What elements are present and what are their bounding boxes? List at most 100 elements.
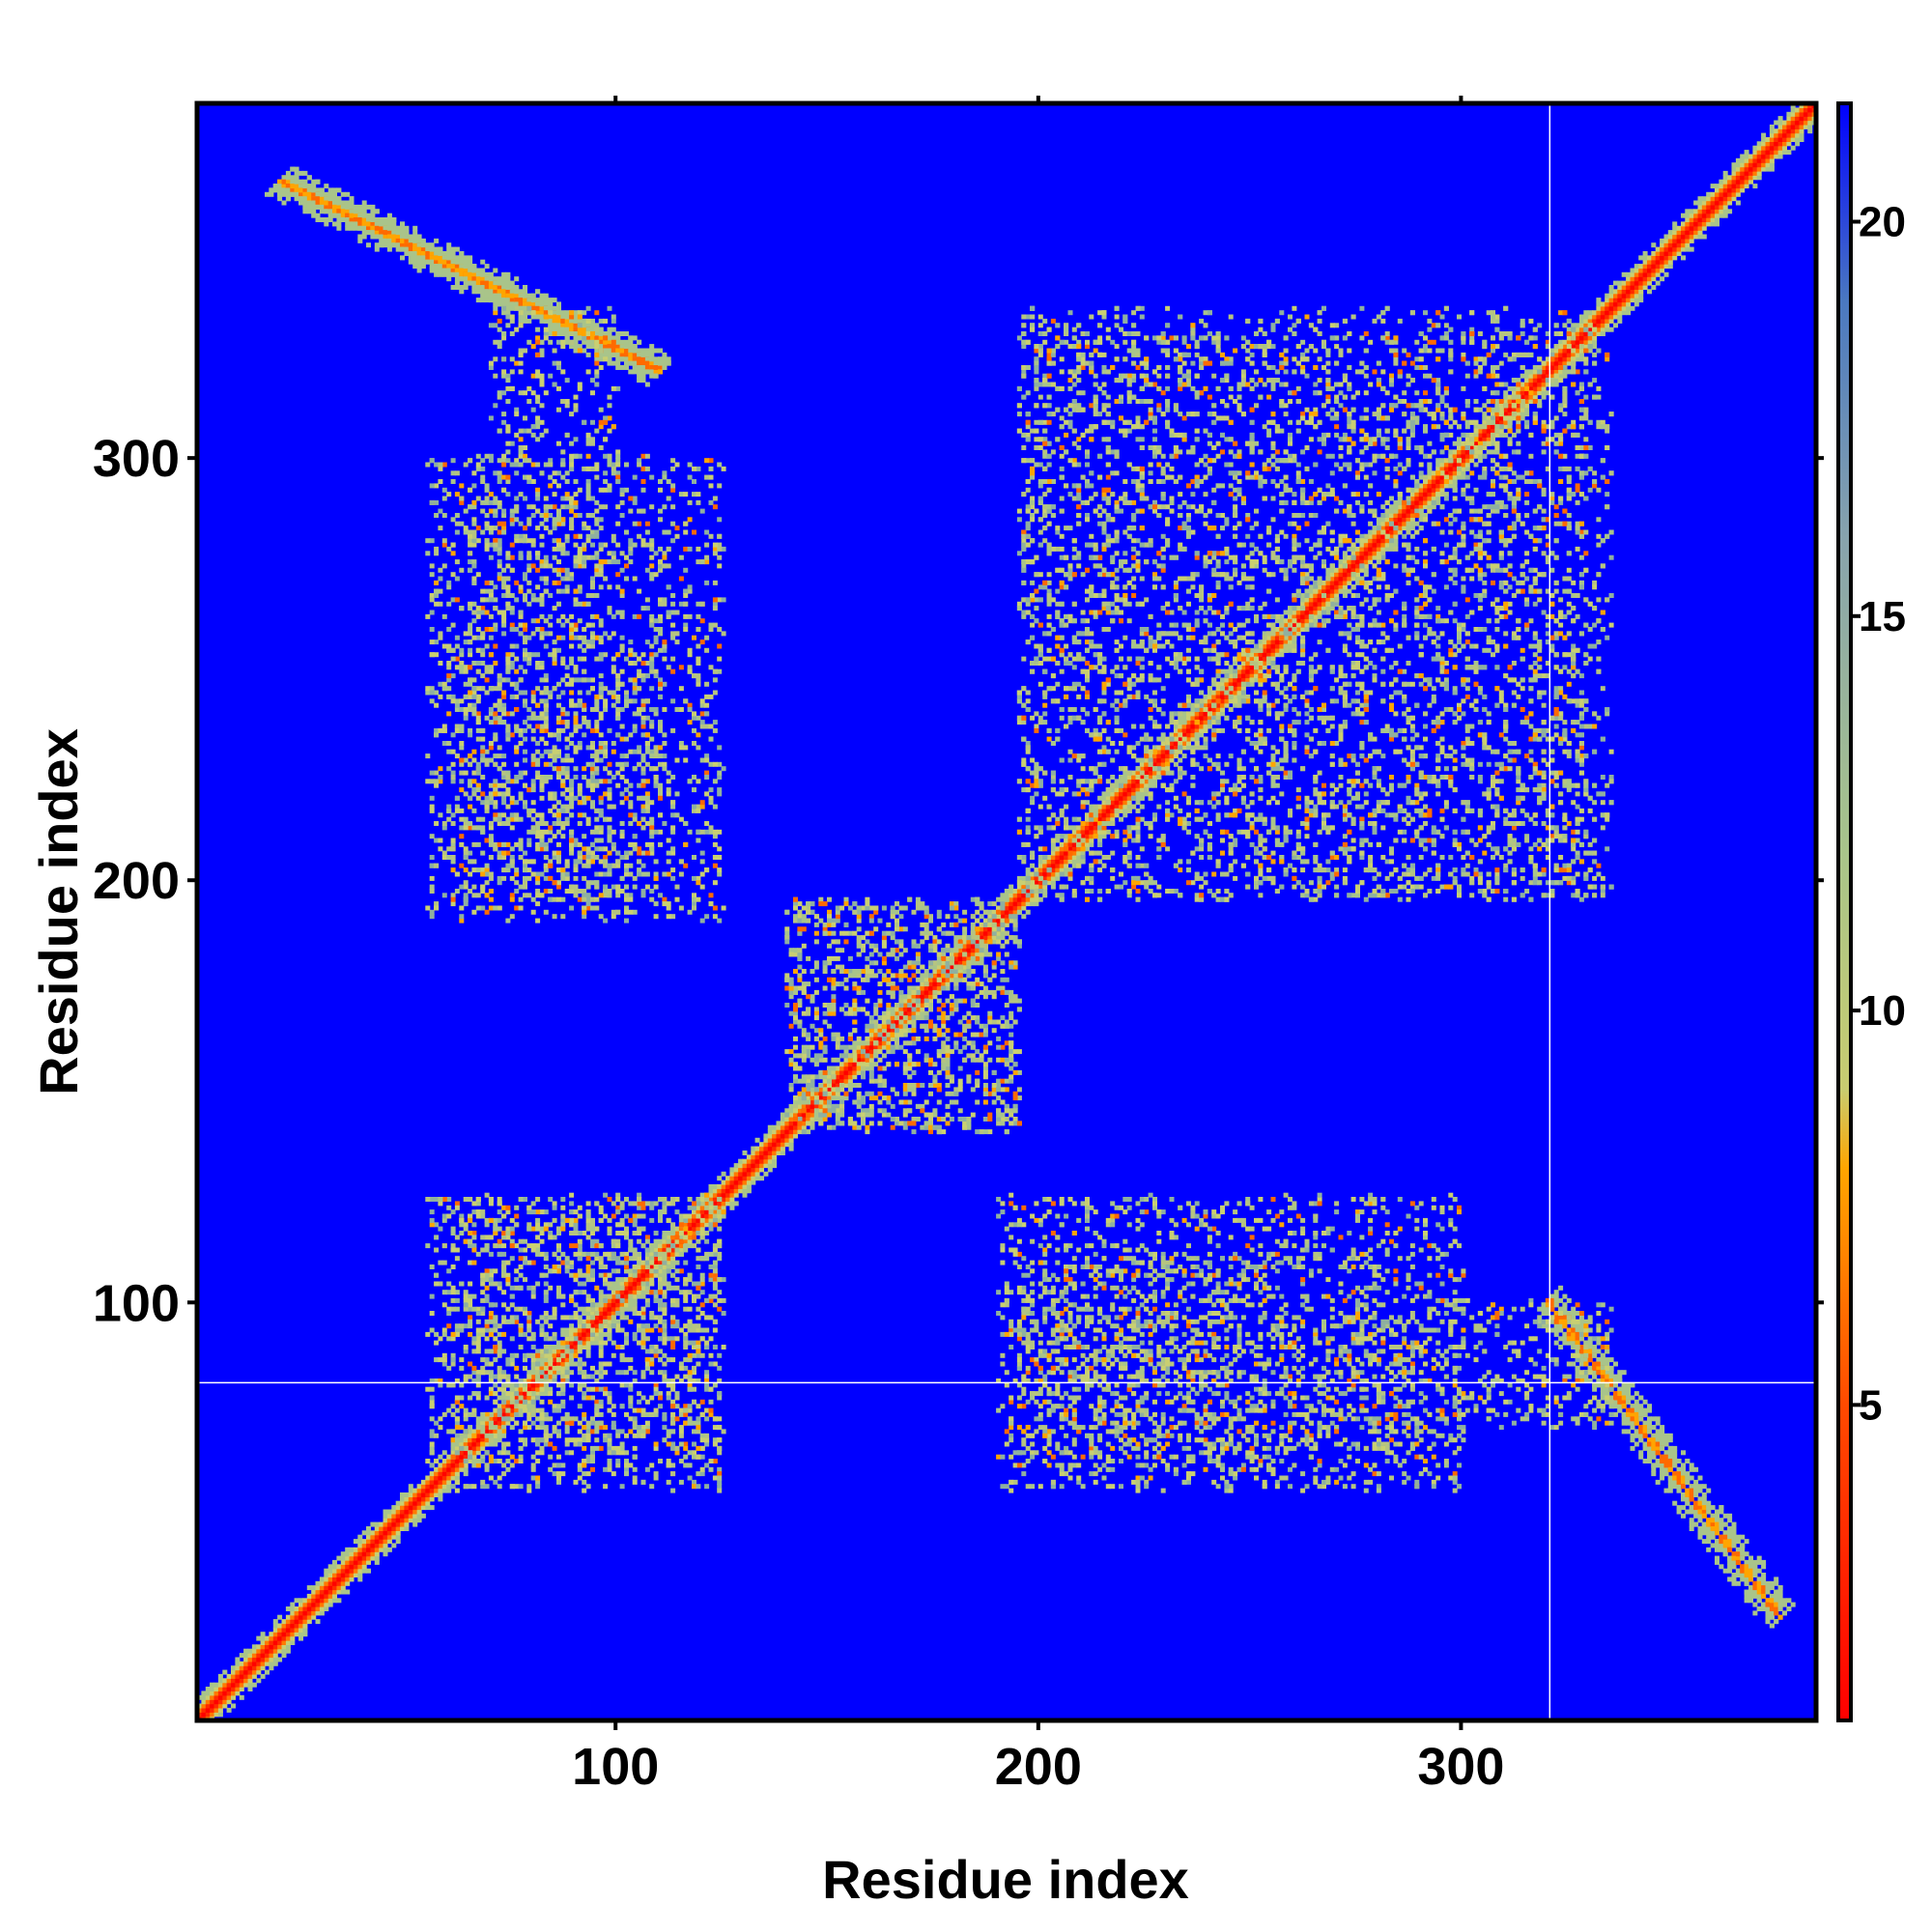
diagonal-cell bbox=[712, 1201, 718, 1207]
diagonal-cell bbox=[285, 1619, 291, 1625]
diagonal-cell bbox=[619, 1290, 625, 1295]
contact-cell bbox=[1558, 1327, 1564, 1333]
diagonal-cell bbox=[1156, 753, 1162, 759]
diagonal-cell bbox=[560, 1331, 566, 1337]
contact-cell bbox=[1681, 1484, 1686, 1490]
diagonal-cell bbox=[941, 977, 947, 982]
contact-cell bbox=[1715, 1547, 1719, 1552]
diagonal-cell bbox=[907, 1007, 913, 1012]
diagonal-cell bbox=[1642, 264, 1648, 270]
diagonal-cell bbox=[1566, 360, 1572, 366]
diagonal-cell bbox=[1756, 145, 1762, 151]
diagonal-cell bbox=[1667, 246, 1673, 252]
diagonal-cell bbox=[953, 943, 959, 949]
contact-cell bbox=[1715, 1559, 1719, 1565]
diagonal-cell bbox=[1258, 665, 1264, 670]
diagonal-cell bbox=[1431, 479, 1436, 484]
contact-cell bbox=[649, 356, 655, 362]
diagonal-cell bbox=[1516, 390, 1521, 396]
diagonal-cell bbox=[324, 1593, 329, 1599]
diagonal-cell bbox=[235, 1690, 241, 1696]
diagonal-cell bbox=[696, 1197, 701, 1202]
diagonal-cell bbox=[1050, 855, 1056, 860]
diagonal-cell bbox=[1119, 808, 1123, 813]
contact-cell bbox=[518, 289, 524, 295]
diagonal-cell bbox=[1439, 487, 1445, 493]
diagonal-cell bbox=[1786, 137, 1792, 142]
contact-cell bbox=[1626, 1399, 1632, 1405]
diagonal-cell bbox=[810, 1108, 815, 1114]
diagonal-cell bbox=[784, 1137, 790, 1143]
diagonal-cell bbox=[696, 1238, 701, 1244]
contact-cell bbox=[552, 314, 557, 320]
diagonal-cell bbox=[1498, 432, 1504, 438]
diagonal-cell bbox=[1067, 859, 1073, 865]
diagonal-cell bbox=[535, 1386, 541, 1392]
diagonal-cell bbox=[1173, 727, 1179, 733]
diagonal-cell bbox=[1308, 588, 1314, 594]
diagonal-cell bbox=[936, 989, 942, 995]
diagonal-cell bbox=[1059, 841, 1065, 847]
contact-cell bbox=[459, 268, 465, 273]
diagonal-cell bbox=[590, 1340, 595, 1346]
diagonal-cell bbox=[619, 1302, 625, 1308]
contact-cell bbox=[1727, 1518, 1733, 1523]
diagonal-cell bbox=[1727, 196, 1733, 202]
diagonal-cell bbox=[1740, 154, 1746, 159]
diagonal-cell bbox=[1389, 542, 1394, 548]
contact-cell bbox=[585, 352, 591, 357]
diagonal-cell bbox=[1064, 863, 1069, 868]
diagonal-cell bbox=[1681, 213, 1686, 218]
diagonal-cell bbox=[637, 1260, 642, 1265]
diagonal-cell bbox=[1613, 323, 1618, 328]
contact-cell bbox=[446, 259, 452, 265]
diagonal-cell bbox=[962, 948, 968, 953]
contact-cell bbox=[412, 234, 418, 240]
diagonal-cell bbox=[793, 1099, 798, 1105]
diagonal-cell bbox=[353, 1568, 358, 1574]
diagonal-cell bbox=[1777, 132, 1783, 138]
diagonal-cell bbox=[1549, 365, 1555, 370]
diagonal-cell bbox=[1317, 576, 1322, 582]
diagonal-cell bbox=[484, 1425, 490, 1431]
contact-cell bbox=[383, 242, 388, 248]
diagonal-cell bbox=[1325, 588, 1331, 594]
diagonal-cell bbox=[1300, 601, 1306, 607]
diagonal-cell bbox=[847, 1069, 853, 1075]
contact-cell bbox=[1541, 1323, 1547, 1329]
diagonal-cell bbox=[1359, 567, 1365, 573]
contact-cell bbox=[1630, 1437, 1635, 1443]
diagonal-cell bbox=[873, 1044, 879, 1050]
diagonal-cell bbox=[336, 1568, 342, 1574]
diagonal-cell bbox=[319, 1580, 325, 1586]
contact-cell bbox=[383, 225, 388, 231]
diagonal-cell bbox=[265, 1648, 270, 1654]
diagonal-cell bbox=[298, 1632, 303, 1637]
diagonal-cell bbox=[1549, 348, 1555, 354]
diagonal-cell bbox=[1697, 225, 1703, 231]
contact-cell bbox=[535, 327, 541, 332]
diagonal-cell bbox=[213, 1699, 219, 1705]
diagonal-cell bbox=[281, 1653, 287, 1659]
contact-cell bbox=[548, 318, 554, 324]
contact-cell bbox=[345, 209, 351, 214]
contact-cell bbox=[493, 298, 498, 303]
diagonal-cell bbox=[966, 955, 972, 961]
diagonal-cell bbox=[1233, 690, 1238, 696]
diagonal-cell bbox=[945, 977, 951, 982]
contact-cell bbox=[1634, 1420, 1639, 1426]
diagonal-cell bbox=[1541, 382, 1547, 387]
contact-cell bbox=[1685, 1509, 1690, 1515]
diagonal-cell bbox=[247, 1678, 253, 1684]
diagonal-cell bbox=[1173, 761, 1179, 767]
contact-cell bbox=[1706, 1505, 1712, 1511]
diagonal-cell bbox=[1642, 276, 1648, 282]
diagonal-cell bbox=[247, 1657, 253, 1662]
diagonal-cell bbox=[1050, 875, 1056, 881]
diagonal-cell bbox=[1507, 385, 1513, 391]
contact-cell bbox=[1651, 1450, 1657, 1456]
diagonal-cell bbox=[928, 981, 933, 987]
diagonal-cell bbox=[370, 1551, 376, 1557]
diagonal-cell bbox=[1067, 867, 1073, 873]
diagonal-cell bbox=[1156, 749, 1162, 754]
